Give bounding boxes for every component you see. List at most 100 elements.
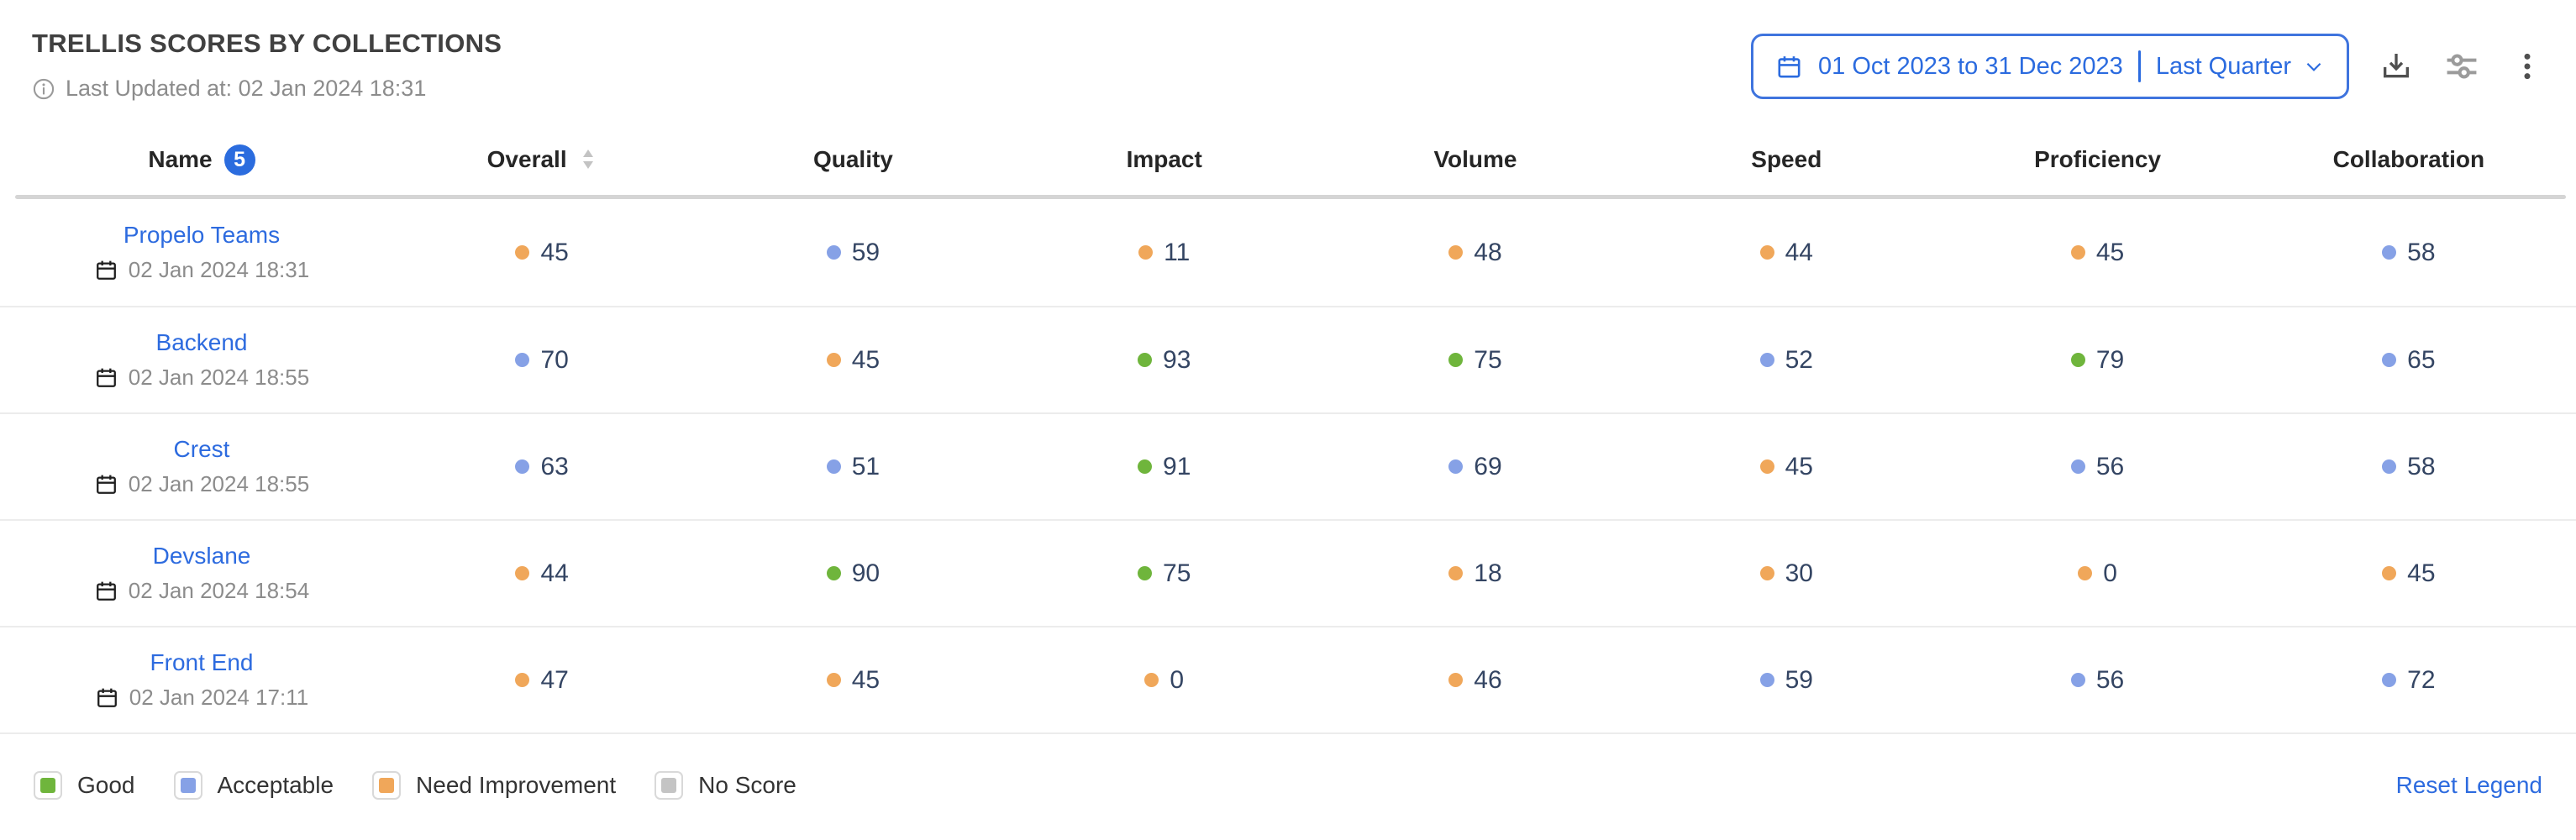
score-value: 30 bbox=[1785, 559, 1813, 587]
column-header-overall-label: Overall bbox=[486, 146, 567, 172]
table-body: Propelo Teams 02 Jan 2024 18:31 45 59 11… bbox=[0, 199, 2576, 734]
score-cell-collaboration: 58 bbox=[2253, 239, 2564, 267]
name-cell: Backend 02 Jan 2024 18:55 bbox=[17, 329, 386, 391]
legend-item-good[interactable]: Good bbox=[34, 771, 135, 800]
sort-icon[interactable] bbox=[579, 147, 597, 172]
score-cell-volume: 48 bbox=[1320, 239, 1631, 267]
score-cell-overall: 44 bbox=[386, 559, 697, 588]
name-cell: Propelo Teams 02 Jan 2024 18:31 bbox=[17, 222, 386, 283]
column-header-name-label: Name bbox=[148, 146, 213, 172]
calendar-icon bbox=[94, 472, 118, 496]
collection-link[interactable]: Propelo Teams bbox=[123, 222, 281, 248]
legend-item-need-improvement[interactable]: Need Improvement bbox=[372, 771, 616, 800]
score-cell-quality: 90 bbox=[697, 559, 1008, 588]
score-dot bbox=[2078, 566, 2093, 580]
score-cell-overall: 45 bbox=[386, 239, 697, 267]
score-value: 59 bbox=[1785, 665, 1813, 694]
legend-swatch bbox=[173, 771, 202, 800]
score-cell-speed: 30 bbox=[1631, 559, 1942, 588]
score-cell-speed: 45 bbox=[1631, 453, 1942, 481]
score-dot bbox=[2382, 673, 2397, 687]
score-value: 75 bbox=[1163, 559, 1191, 587]
table-row: Crest 02 Jan 2024 18:55 63 51 91 69 45 bbox=[0, 412, 2576, 519]
score-dot bbox=[1759, 673, 1774, 687]
score-cell-quality: 45 bbox=[697, 666, 1008, 695]
score-dot bbox=[2070, 353, 2085, 367]
score-cell-speed: 52 bbox=[1631, 346, 1942, 375]
reset-legend-link[interactable]: Reset Legend bbox=[2395, 772, 2542, 798]
score-value: 56 bbox=[2095, 665, 2125, 694]
header-divider bbox=[15, 195, 2566, 199]
score-dot bbox=[515, 566, 530, 580]
score-value: 44 bbox=[540, 559, 569, 587]
row-timestamp-text: 02 Jan 2024 17:11 bbox=[129, 685, 309, 710]
score-value: 58 bbox=[2407, 238, 2436, 266]
score-cell-proficiency: 79 bbox=[1942, 346, 2253, 375]
column-header-speed: Speed bbox=[1751, 146, 1822, 172]
score-value: 18 bbox=[1474, 559, 1502, 587]
score-dot bbox=[1759, 459, 1774, 474]
score-dot bbox=[1448, 673, 1464, 687]
column-header-overall[interactable]: Overall bbox=[386, 146, 697, 173]
score-cell-collaboration: 45 bbox=[2253, 559, 2564, 588]
legend-swatch bbox=[372, 771, 402, 800]
score-cell-overall: 47 bbox=[386, 666, 697, 695]
download-button[interactable] bbox=[2379, 50, 2413, 83]
legend-label: Need Improvement bbox=[416, 772, 617, 798]
score-dot bbox=[1448, 245, 1464, 260]
score-value: 69 bbox=[1474, 452, 1502, 480]
column-header-impact: Impact bbox=[1126, 146, 1202, 172]
collection-link[interactable]: Front End bbox=[150, 649, 254, 675]
widget-title: TRELLIS SCORES BY COLLECTIONS bbox=[32, 29, 502, 58]
legend-label: Good bbox=[77, 772, 135, 798]
score-cell-speed: 44 bbox=[1631, 239, 1942, 267]
column-header-collaboration: Collaboration bbox=[2332, 146, 2485, 172]
collection-link[interactable]: Crest bbox=[173, 436, 230, 462]
score-value: 65 bbox=[2407, 345, 2436, 374]
score-cell-quality: 45 bbox=[697, 346, 1008, 375]
legend-swatch bbox=[655, 771, 684, 800]
date-range-text: 01 Oct 2023 to 31 Dec 2023 bbox=[1818, 52, 2123, 80]
date-preset-dropdown[interactable]: Last Quarter bbox=[2156, 53, 2325, 81]
legend-item-acceptable[interactable]: Acceptable bbox=[173, 771, 334, 800]
score-cell-collaboration: 58 bbox=[2253, 453, 2564, 481]
settings-button[interactable] bbox=[2443, 48, 2480, 85]
collection-link[interactable]: Backend bbox=[155, 329, 248, 355]
score-dot bbox=[826, 673, 841, 687]
collection-link[interactable]: Devslane bbox=[152, 543, 251, 569]
score-dot bbox=[1144, 673, 1159, 687]
score-value: 44 bbox=[1785, 238, 1813, 266]
score-value: 72 bbox=[2407, 665, 2436, 694]
score-value: 51 bbox=[851, 452, 881, 480]
score-dot bbox=[826, 566, 841, 580]
legend-item-no-score[interactable]: No Score bbox=[655, 771, 796, 800]
score-value: 79 bbox=[2095, 345, 2125, 374]
score-cell-collaboration: 72 bbox=[2253, 666, 2564, 695]
score-value: 45 bbox=[540, 238, 569, 266]
sliders-icon bbox=[2443, 48, 2480, 85]
score-value: 45 bbox=[851, 345, 881, 374]
legend-items: Good Acceptable Need Improvement No Scor… bbox=[34, 771, 796, 800]
date-range-picker[interactable]: 01 Oct 2023 to 31 Dec 2023 Last Quarter bbox=[1751, 34, 2349, 99]
score-dot bbox=[1138, 353, 1153, 367]
more-menu-button[interactable] bbox=[2510, 50, 2544, 83]
table-header-row: Name 5 Overall Quality Impact Volume Spe… bbox=[0, 124, 2576, 195]
score-value: 56 bbox=[2095, 452, 2125, 480]
row-timestamp: 02 Jan 2024 18:55 bbox=[94, 471, 309, 497]
vertical-ellipsis-icon bbox=[2510, 50, 2544, 83]
row-timestamp-text: 02 Jan 2024 18:31 bbox=[128, 257, 310, 282]
score-value: 45 bbox=[1785, 452, 1813, 480]
score-cell-volume: 46 bbox=[1320, 666, 1631, 695]
row-timestamp: 02 Jan 2024 18:54 bbox=[94, 578, 309, 604]
score-value: 75 bbox=[1474, 345, 1502, 374]
header-actions: 01 Oct 2023 to 31 Dec 2023 Last Quarter bbox=[1751, 34, 2544, 99]
chevron-down-icon bbox=[2303, 55, 2325, 77]
score-cell-impact: 75 bbox=[1009, 559, 1320, 588]
download-icon bbox=[2379, 50, 2413, 83]
score-dot bbox=[1448, 459, 1464, 474]
column-header-proficiency: Proficiency bbox=[2034, 146, 2162, 172]
score-dot bbox=[2070, 245, 2085, 260]
score-value: 11 bbox=[1164, 238, 1191, 266]
score-dot bbox=[1759, 353, 1774, 367]
score-cell-proficiency: 56 bbox=[1942, 453, 2253, 481]
